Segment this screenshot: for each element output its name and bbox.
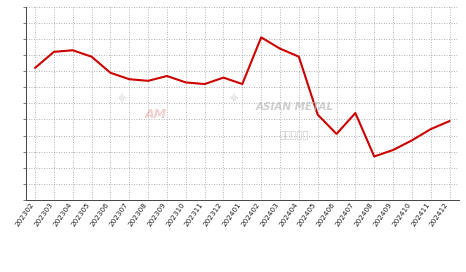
Text: AM: AM [144, 109, 167, 121]
Text: ✦: ✦ [114, 91, 128, 109]
Text: ASIAN METAL: ASIAN METAL [255, 102, 333, 112]
Text: ✦: ✦ [227, 91, 240, 109]
Text: 亚洲金属网: 亚洲金属网 [280, 129, 309, 139]
